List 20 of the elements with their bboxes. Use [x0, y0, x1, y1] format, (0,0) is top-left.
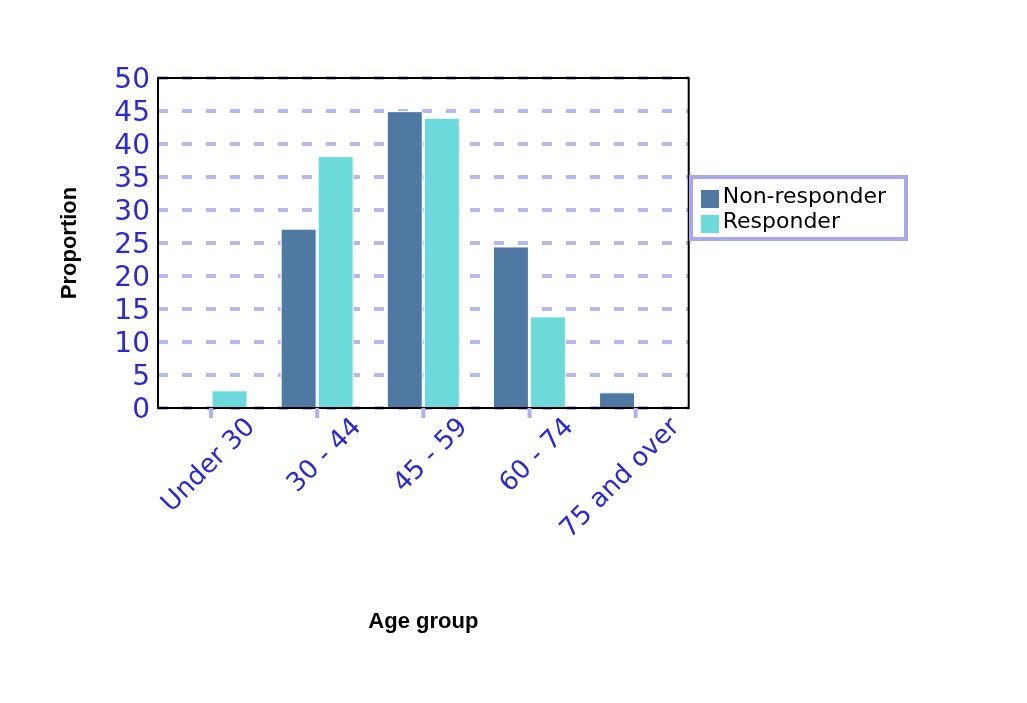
y-tick-label: 40	[114, 127, 150, 161]
y-tick-label: 5	[132, 358, 150, 392]
bar	[599, 392, 636, 408]
y-tick-label: 30	[114, 193, 150, 227]
bar	[211, 390, 248, 408]
y-tick-label: 10	[114, 325, 150, 359]
y-tick-label: 45	[114, 94, 150, 128]
y-tick-label: 35	[114, 160, 150, 194]
y-tick-label: 25	[114, 226, 150, 260]
x-tick-label: 45 - 59	[386, 411, 473, 498]
x-tick-label: 30 - 44	[280, 411, 367, 498]
legend-label: Responder	[722, 208, 840, 233]
y-axis-title: Proportion	[55, 186, 81, 300]
legend-label: Non-responder	[722, 183, 886, 208]
x-tick-label: 60 - 74	[492, 411, 579, 498]
x-axis-title: Age group	[368, 608, 479, 633]
y-tick-label: 50	[114, 61, 150, 95]
y-tick-label: 0	[132, 391, 150, 425]
y-tick-label: 15	[114, 292, 150, 326]
y-tick-label: 20	[114, 259, 150, 293]
